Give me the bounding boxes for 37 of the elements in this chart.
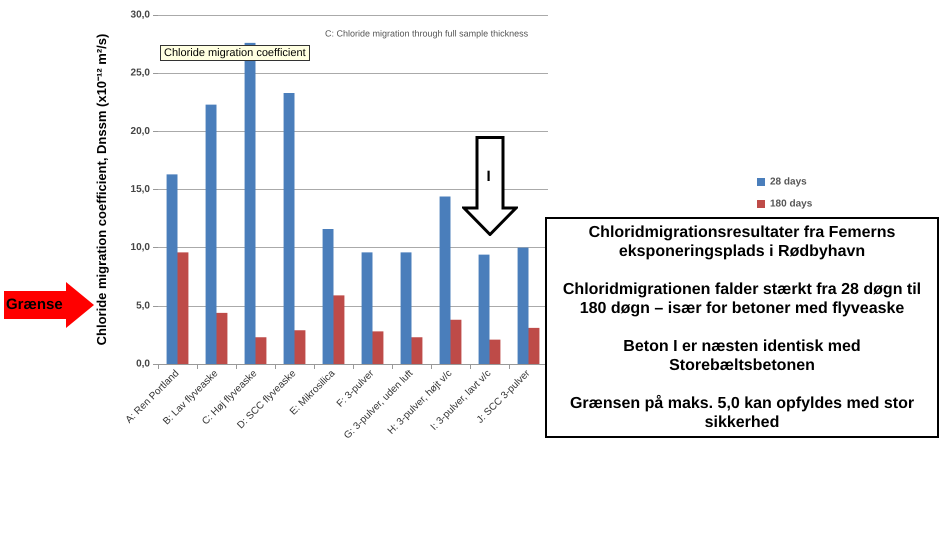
text: Grænsen på maks. 5,0 kan opfyldes med stor sikkerhed xyxy=(568,394,916,432)
bar xyxy=(440,196,450,364)
text: Chloridmigrationen falder stærkt fra 28 døgn til 180 døgn – især for betoner med flyveaske xyxy=(562,280,922,318)
y-tick-label: 10,0 xyxy=(130,242,150,254)
bar xyxy=(294,330,306,364)
bar xyxy=(256,337,266,364)
bar xyxy=(362,252,372,364)
bar xyxy=(450,320,462,364)
y-tick-label: 20,0 xyxy=(130,126,150,137)
bar xyxy=(400,252,412,364)
y-tick-label: 0,0 xyxy=(136,358,150,370)
y-axis-title: Chloride migration coefficient, Dnssm (x10⁻¹² m²/s) xyxy=(94,34,109,346)
bar xyxy=(412,337,422,364)
bar xyxy=(518,248,528,364)
legend-label: 180 days xyxy=(770,198,813,210)
text: Beton I er næsten identisk med Storebæltsbetonen xyxy=(622,337,862,375)
y-tick-label: 5,0 xyxy=(136,300,150,312)
bar xyxy=(334,295,344,364)
bar xyxy=(216,312,228,364)
annotation: I xyxy=(486,168,491,186)
bar xyxy=(206,104,216,364)
bar xyxy=(528,328,540,364)
y-tick-label: 15,0 xyxy=(130,184,150,195)
text: C: Chloride migration through full sample thickness xyxy=(325,28,529,38)
bar xyxy=(284,92,294,364)
y-tick-label: 25,0 xyxy=(130,68,150,79)
text: Chloridmigrationsresultater fra Femerns eksponeringsplads i Rødbyhavn xyxy=(588,223,896,261)
legend-label: 28 days xyxy=(770,176,808,188)
bar xyxy=(478,254,490,364)
bar xyxy=(166,174,178,364)
bar xyxy=(490,340,500,364)
bar xyxy=(372,331,384,364)
annotation: Chloride migration coefficient xyxy=(160,45,310,61)
bar xyxy=(178,252,188,364)
y-tick-label: 30,0 xyxy=(130,10,150,20)
text: Grænse xyxy=(6,296,63,313)
bar xyxy=(322,229,334,364)
